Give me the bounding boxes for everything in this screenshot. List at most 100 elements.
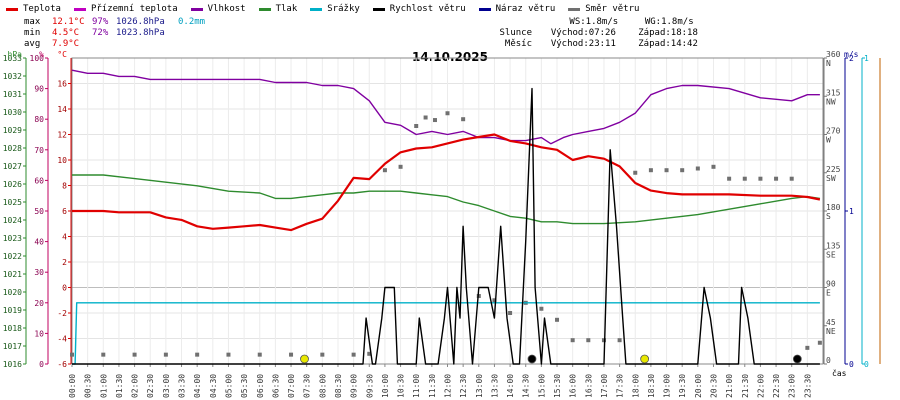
sunset-time: Západ:18:18 bbox=[638, 28, 698, 38]
stat-label: min bbox=[24, 28, 41, 38]
stats-panel: max 12.1°C 97% 1026.8hPa 0.2mm min 4.5°C 72% 102… bbox=[24, 17, 218, 50]
temperature-tick-label: 10 bbox=[57, 156, 67, 165]
pressure-tick-label: 1022 bbox=[3, 252, 22, 261]
x-tick-label: 19:30 bbox=[678, 374, 687, 398]
x-tick-label: 11:30 bbox=[428, 374, 437, 398]
temperature-axis-label: °C bbox=[57, 50, 67, 59]
x-tick-label: 18:30 bbox=[647, 374, 656, 398]
astro-panel: WS:1.8m/s WG:1.8m/s Slunce Východ:07:26 … bbox=[492, 17, 698, 50]
wind-direction-point bbox=[101, 352, 106, 357]
x-tick-label: 20:00 bbox=[694, 374, 703, 398]
temperature-tick-label: -6 bbox=[57, 360, 67, 369]
wind-tick-label: 0 bbox=[849, 360, 854, 369]
x-tick-label: 08:30 bbox=[334, 374, 343, 398]
direction-tick-label: 45 bbox=[826, 318, 836, 327]
series-line bbox=[72, 174, 820, 225]
stat-label: max bbox=[24, 17, 41, 27]
legend-label: Směr větru bbox=[585, 4, 640, 14]
legend-item: Srážky bbox=[310, 2, 360, 16]
x-tick-label: 14:30 bbox=[522, 374, 531, 398]
stats-row: avg 7.9°C bbox=[24, 39, 218, 50]
x-tick-label: 20:30 bbox=[709, 374, 718, 398]
astro-marker bbox=[300, 354, 309, 364]
astro-marker bbox=[792, 354, 802, 364]
wg-value: WG:1.8m/s bbox=[644, 17, 694, 27]
wind-direction-point bbox=[398, 164, 403, 169]
temperature-tick-label: -2 bbox=[57, 309, 67, 318]
x-tick-label: 21:00 bbox=[725, 374, 734, 398]
wind-direction-point bbox=[817, 340, 822, 345]
wind-direction-point bbox=[805, 345, 810, 350]
x-tick-label: 10:00 bbox=[381, 374, 390, 398]
pressure-tick-label: 1024 bbox=[3, 216, 22, 225]
x-tick-label: 11:00 bbox=[412, 374, 421, 398]
legend-item: Přízemní teplota bbox=[73, 2, 178, 16]
wind-direction-point bbox=[445, 111, 450, 116]
x-tick-label: 01:00 bbox=[99, 374, 108, 398]
legend-label: Rychlost větru bbox=[389, 4, 466, 14]
temperature-tick-label: 16 bbox=[57, 80, 67, 89]
direction-tick-dir: N bbox=[826, 59, 831, 68]
pressure-tick-label: 1031 bbox=[3, 90, 22, 99]
moon-label: Měsíc bbox=[504, 39, 532, 49]
wind-summary: WS:1.8m/s WG:1.8m/s bbox=[492, 17, 698, 28]
wind-direction-point bbox=[789, 176, 794, 181]
direction-tick-dir: S bbox=[826, 212, 831, 221]
series-line bbox=[72, 87, 820, 365]
pressure-tick-label: 1023 bbox=[3, 234, 22, 243]
wind-direction-point bbox=[289, 352, 294, 357]
wind-direction-point bbox=[492, 298, 497, 303]
pressure-tick-label: 1019 bbox=[3, 306, 22, 315]
temperature-tick-label: 14 bbox=[57, 105, 67, 114]
humidity-tick-label: 30 bbox=[34, 268, 44, 277]
pressure-tick-label: 1017 bbox=[3, 342, 22, 351]
x-tick-label: 00:00 bbox=[68, 374, 77, 398]
x-tick-label: 04:00 bbox=[193, 374, 202, 398]
wind-direction-point bbox=[367, 351, 372, 356]
x-tick-label: 12:00 bbox=[444, 374, 453, 398]
legend: Teplota Přízemní teplota Vlhkost Tlak Srážky… bbox=[6, 2, 652, 16]
wind-axis-label: m/s bbox=[844, 50, 859, 59]
x-tick-label: 13:30 bbox=[490, 374, 499, 398]
x-tick-label: 19:00 bbox=[663, 374, 672, 398]
x-tick-label: 09:30 bbox=[365, 374, 374, 398]
series-line bbox=[71, 69, 820, 145]
wind-direction-point bbox=[695, 166, 700, 171]
pressure-tick-label: 1029 bbox=[3, 126, 22, 135]
direction-tick-label: 135 bbox=[826, 241, 841, 250]
legend-swatch bbox=[6, 7, 18, 11]
stats-row: min 4.5°C 72% 1023.8hPa bbox=[24, 28, 218, 39]
humidity-tick-label: 100 bbox=[30, 54, 45, 63]
wind-direction-point bbox=[617, 338, 622, 343]
direction-tick-label: 90 bbox=[826, 280, 836, 289]
direction-tick-dir: SE bbox=[826, 250, 836, 259]
astro-marker bbox=[527, 354, 537, 364]
x-tick-label: 18:00 bbox=[631, 374, 640, 398]
x-tick-label: 14:00 bbox=[506, 374, 515, 398]
direction-tick-dir: E bbox=[826, 289, 831, 298]
sun-label: Slunce bbox=[499, 28, 532, 38]
series-line bbox=[72, 133, 821, 232]
x-tick-label: 03:00 bbox=[162, 374, 171, 398]
stat-press: 1023.8hPa bbox=[116, 28, 165, 38]
x-tick-label: 21:30 bbox=[741, 374, 750, 398]
pressure-axis-label: hPa bbox=[8, 50, 23, 59]
direction-tick-dir: NE bbox=[826, 327, 836, 336]
wind-direction-point bbox=[423, 115, 428, 120]
stat-hum: 97% bbox=[92, 17, 109, 27]
legend-label: Náraz větru bbox=[495, 4, 556, 14]
legend-item: Vlhkost bbox=[190, 2, 246, 16]
legend-item: Náraz větru bbox=[478, 2, 556, 16]
stat-rain: 0.2mm bbox=[178, 17, 206, 27]
x-tick-label: 22:00 bbox=[756, 374, 765, 398]
x-tick-label: 08:00 bbox=[318, 374, 327, 398]
legend-label: Teplota bbox=[23, 4, 61, 14]
wind-direction-point bbox=[320, 352, 325, 357]
wind-direction-point bbox=[586, 338, 591, 343]
humidity-tick-label: 80 bbox=[34, 115, 44, 124]
astro-marker bbox=[640, 354, 650, 364]
x-tick-label: 16:00 bbox=[569, 374, 578, 398]
direction-tick-label: 180 bbox=[826, 203, 841, 212]
x-tick-label: 12:30 bbox=[459, 374, 468, 398]
humidity-tick-label: 70 bbox=[34, 146, 44, 155]
